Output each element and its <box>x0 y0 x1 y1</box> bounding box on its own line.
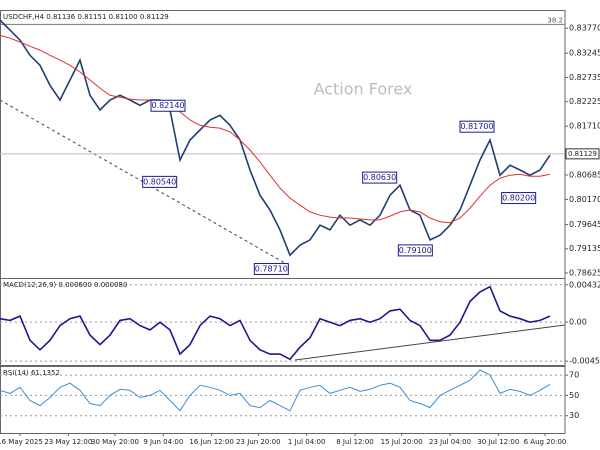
annotation-box <box>253 262 289 275</box>
annotation-box <box>501 192 537 205</box>
panel-title: MACD(12,26,9) 0.000600 0.000080 <box>3 281 127 289</box>
y-tick-label: 70 <box>569 371 579 380</box>
y-tick-label: 0.80685 <box>569 170 600 179</box>
trend-line <box>0 99 291 267</box>
series-line <box>0 285 551 361</box>
annotation-box <box>142 175 178 188</box>
watermark: Action Forex <box>314 80 413 99</box>
series-line <box>0 34 551 224</box>
macd-trend-line <box>294 324 566 361</box>
annotation-label: 0.82140 <box>151 101 184 110</box>
y-tick-label: 30 <box>569 411 579 420</box>
annotation-label: 0.79100 <box>399 246 432 255</box>
panel-title: RSI(14) 61.1352 <box>3 369 60 377</box>
x-tick-label: 15 Jul 20:00 <box>381 438 423 446</box>
last-price-label: 0.81129 <box>568 150 597 158</box>
y-tick-label: -0.004511 <box>569 357 600 366</box>
y-tick-label: 0.83770 <box>569 24 600 33</box>
level-label: 38.2 <box>547 16 563 24</box>
annotation-box <box>362 171 398 184</box>
y-tick-label: 0.79645 <box>569 220 600 229</box>
x-tick-label: 6 Aug 20:00 <box>524 438 567 446</box>
x-tick-label: 1 Jul 04:00 <box>288 438 326 446</box>
y-tick-label: 0.81710 <box>569 122 600 131</box>
last-price-box <box>565 148 600 160</box>
annotation-box <box>397 244 433 257</box>
y-tick-label: 0.80170 <box>569 195 600 204</box>
y-tick-label: 0.83245 <box>569 49 600 58</box>
y-tick-label: 0.82225 <box>569 97 600 106</box>
annotation-box <box>150 99 186 112</box>
x-tick-label: 16 Jun 12:00 <box>189 438 233 446</box>
x-tick-label: 16 May 2025 <box>0 438 43 446</box>
annotation-box <box>459 120 495 133</box>
annotation-label: 0.80630 <box>363 173 396 182</box>
y-tick-label: 0.004323 <box>569 280 600 289</box>
x-tick-label: 9 Jun 04:00 <box>143 438 183 446</box>
annotation-label: 0.80540 <box>143 177 176 186</box>
x-tick-label: 23 Jun 20:00 <box>236 438 280 446</box>
series-line <box>0 369 551 412</box>
x-tick-label: 30 May 20:00 <box>91 438 139 446</box>
panel-title: USDCHF,H4 0.81136 0.81151 0.81100 0.8112… <box>3 13 169 21</box>
y-tick-label: 0.79135 <box>569 244 600 253</box>
x-tick-label: 23 Jul 04:00 <box>429 438 471 446</box>
annotation-label: 0.80200 <box>502 194 535 203</box>
x-tick-label: 8 Jul 12:00 <box>336 438 374 446</box>
x-tick-label: 23 May 12:00 <box>44 438 92 446</box>
panel-frame <box>0 366 566 434</box>
y-tick-label: 0.82735 <box>569 73 600 82</box>
y-tick-label: 50 <box>569 391 579 400</box>
annotation-label: 0.78710 <box>255 264 288 273</box>
x-tick-label: 30 Jul 12:00 <box>477 438 519 446</box>
y-tick-label: 0.00 <box>569 318 587 327</box>
y-tick-label: 0.78625 <box>569 269 600 278</box>
annotation-label: 0.81700 <box>460 122 493 131</box>
series-line <box>0 19 551 257</box>
